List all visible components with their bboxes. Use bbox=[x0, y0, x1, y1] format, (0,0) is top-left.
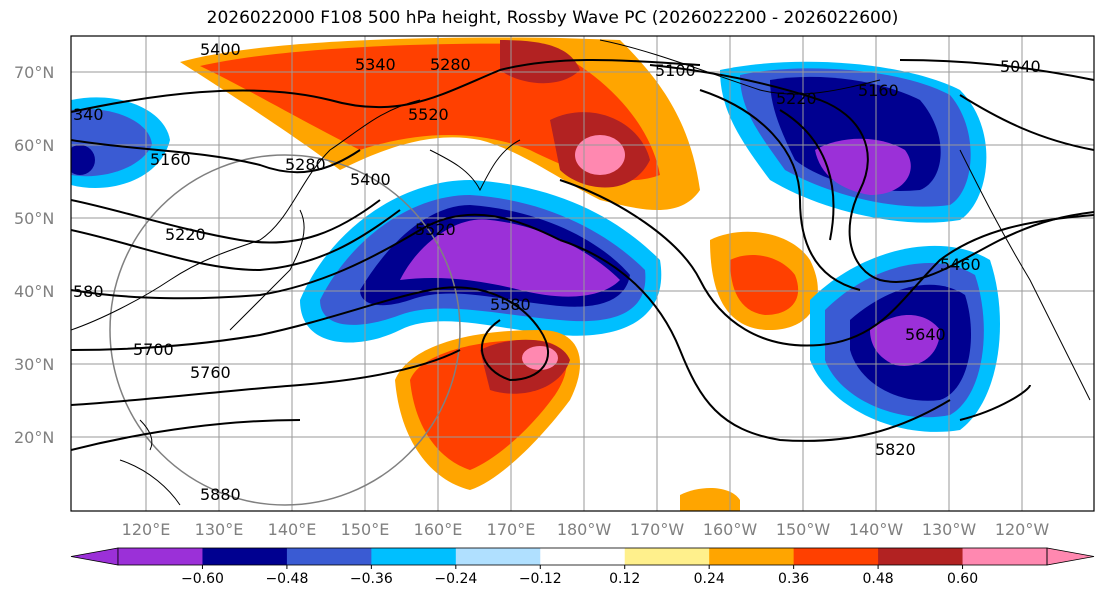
colorbar-tick-label: 0.48 bbox=[863, 571, 894, 587]
colorbar-tick-label: −0.60 bbox=[181, 571, 224, 587]
colorbar-tick-label: 0.12 bbox=[609, 571, 640, 587]
colorbar-segment bbox=[455, 548, 541, 565]
lat-label: 70°N bbox=[14, 63, 54, 82]
lat-label: 50°N bbox=[14, 209, 54, 228]
contour-label: 5400 bbox=[350, 170, 391, 189]
lon-label: 120°W bbox=[995, 520, 1050, 539]
contour-label: 5160 bbox=[858, 81, 899, 100]
lon-label: 160°E bbox=[414, 520, 463, 539]
latitude-labels: 70°N 60°N 50°N 40°N 30°N 20°N bbox=[14, 63, 54, 447]
contour-label: 5580 bbox=[490, 295, 531, 314]
map-title: 2026022000 F108 500 hPa height, Rossby W… bbox=[206, 8, 899, 28]
lon-label: 130°W bbox=[922, 520, 977, 539]
contour-label: 5220 bbox=[776, 89, 817, 108]
lat-label: 20°N bbox=[14, 428, 54, 447]
contour-label: 5340 bbox=[355, 55, 396, 74]
colorbar-tick-label: 0.24 bbox=[694, 571, 725, 587]
lon-label: 120°E bbox=[122, 520, 171, 539]
lon-label: 150°E bbox=[341, 520, 390, 539]
colorbar-tick-label: −0.12 bbox=[519, 571, 562, 587]
lon-label: 170°W bbox=[630, 520, 685, 539]
contour-label: 340 bbox=[73, 105, 104, 124]
colorbar-tick-label: −0.36 bbox=[350, 571, 393, 587]
contour-label: 5400 bbox=[200, 40, 241, 59]
contour-label: 5280 bbox=[285, 155, 326, 174]
reference-circle bbox=[109, 154, 461, 506]
colorbar-extension-max bbox=[1046, 547, 1095, 566]
colorbar-segment bbox=[371, 548, 457, 565]
lat-label: 40°N bbox=[14, 282, 54, 301]
contour-label: 5640 bbox=[905, 325, 946, 344]
colorbar-extension-min bbox=[70, 547, 119, 566]
contour-label: 5040 bbox=[1000, 57, 1041, 76]
colorbar-frame bbox=[117, 547, 1048, 566]
height-contours bbox=[71, 59, 1094, 451]
lon-label: 140°E bbox=[268, 520, 317, 539]
contour-label: 5160 bbox=[150, 150, 191, 169]
colorbar-segment bbox=[709, 548, 795, 565]
colorbar-tick-label: −0.48 bbox=[265, 571, 308, 587]
contour-label: 5100 bbox=[655, 61, 696, 80]
colorbar-segment bbox=[286, 548, 372, 565]
lon-label: 170°E bbox=[487, 520, 536, 539]
longitude-labels: 120°E 130°E 140°E 150°E 160°E 170°E 180°… bbox=[122, 520, 1050, 539]
contour-label: 5700 bbox=[133, 340, 174, 359]
anomaly-shading bbox=[71, 37, 1000, 511]
map-layer: 5400 5340 5280 5100 5040 5220 5160 5520 … bbox=[71, 36, 1094, 511]
map-frame bbox=[70, 35, 1095, 512]
colorbar-segment bbox=[624, 548, 710, 565]
colorbar-tick-label: 0.36 bbox=[778, 571, 809, 587]
colorbar-tick-label: −0.24 bbox=[434, 571, 477, 587]
contour-label: 5520 bbox=[408, 105, 449, 124]
lon-label: 130°E bbox=[195, 520, 244, 539]
graticule bbox=[71, 36, 1094, 511]
lon-label: 150°W bbox=[776, 520, 831, 539]
contour-label: 5520 bbox=[415, 220, 456, 239]
lat-label: 60°N bbox=[14, 136, 54, 155]
colorbar-segment bbox=[793, 548, 879, 565]
contour-labels: 5400 5340 5280 5100 5040 5220 5160 5520 … bbox=[73, 40, 1041, 504]
colorbar-segment bbox=[878, 548, 964, 565]
contour-label: 5820 bbox=[875, 440, 916, 459]
contour-label: 5460 bbox=[940, 255, 981, 274]
contour-label: 5220 bbox=[165, 225, 206, 244]
colorbar-segment bbox=[962, 548, 1048, 565]
contour-label: 5760 bbox=[190, 363, 231, 382]
colorbar-segment bbox=[202, 548, 288, 565]
lon-label: 180°W bbox=[557, 520, 612, 539]
colorbar: −0.60 −0.48 −0.36 −0.24 −0.12 0.12 0.24 0.36 0.4… bbox=[70, 547, 1095, 587]
lon-label: 140°W bbox=[849, 520, 904, 539]
colorbar-segment bbox=[118, 548, 203, 565]
contour-label: 5280 bbox=[430, 55, 471, 74]
colorbar-segment bbox=[540, 548, 626, 565]
lon-label: 160°W bbox=[703, 520, 758, 539]
contour-label: 580 bbox=[73, 282, 104, 301]
colorbar-tick-label: 0.60 bbox=[947, 571, 978, 587]
lat-label: 30°N bbox=[14, 355, 54, 374]
coastlines bbox=[71, 39, 1091, 506]
contour-label: 5880 bbox=[200, 485, 241, 504]
